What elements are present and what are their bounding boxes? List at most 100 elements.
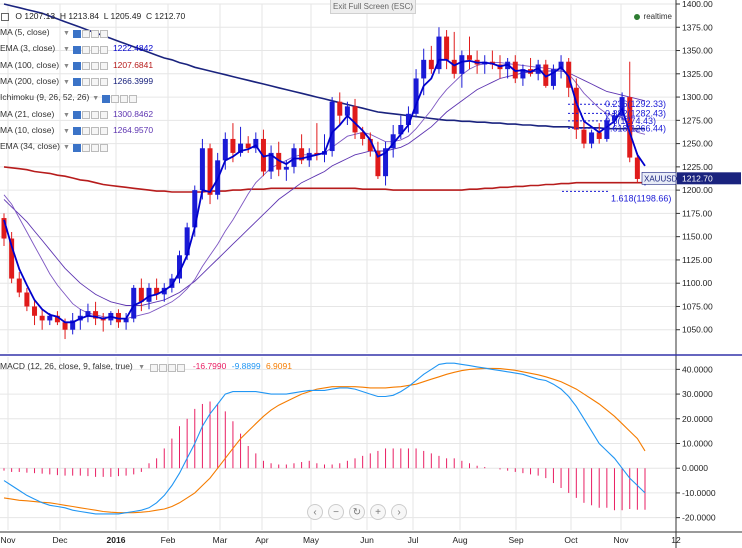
candle-body: [466, 55, 472, 60]
indicator-buttons[interactable]: [72, 59, 109, 71]
candle-body: [230, 138, 236, 153]
add-icon[interactable]: [90, 127, 99, 136]
eye-icon[interactable]: [81, 78, 90, 87]
indicator-buttons[interactable]: [72, 27, 109, 39]
reset-view-button[interactable]: ↻: [349, 504, 365, 520]
eye-icon[interactable]: [81, 45, 90, 54]
zoom-out-button[interactable]: −: [328, 504, 344, 520]
settings-icon[interactable]: [72, 62, 81, 71]
close-icon[interactable]: [99, 45, 108, 54]
add-icon[interactable]: [168, 363, 177, 372]
x-tick-label: 12: [671, 535, 681, 545]
candle-body: [436, 36, 442, 70]
settings-icon[interactable]: [72, 143, 81, 152]
close-icon[interactable]: [99, 62, 108, 71]
indicator-buttons[interactable]: [102, 92, 138, 104]
macd-y-tick-label: 40.0000: [682, 364, 713, 374]
settings-icon[interactable]: [72, 127, 81, 136]
close-icon[interactable]: [177, 363, 186, 372]
eye-icon[interactable]: [111, 94, 120, 103]
x-tick-label: Jun: [360, 535, 374, 545]
settings-icon[interactable]: [102, 94, 111, 103]
indicator-value: 1264.9570: [112, 124, 154, 135]
candle-body: [314, 152, 320, 155]
add-icon[interactable]: [90, 29, 99, 38]
indicator-legend-row: EMA (3, close) ▼ 1222.4842: [0, 42, 153, 54]
add-icon[interactable]: [90, 78, 99, 87]
settings-icon[interactable]: [72, 111, 81, 119]
dropdown-arrow-icon[interactable]: ▼: [63, 78, 70, 86]
scroll-left-button[interactable]: ‹: [307, 504, 323, 520]
settings-icon[interactable]: [72, 78, 81, 87]
candle-body: [367, 138, 373, 152]
zoom-in-button[interactable]: +: [370, 504, 386, 520]
macd-y-tick-label: 10.0000: [682, 439, 713, 449]
dropdown-arrow-icon[interactable]: ▼: [63, 30, 70, 37]
dropdown-arrow-icon[interactable]: ▼: [63, 62, 70, 70]
close-icon[interactable]: [99, 78, 108, 87]
y-tick-label: 1150.00: [682, 232, 712, 242]
settings-icon[interactable]: [150, 363, 159, 372]
add-icon[interactable]: [90, 143, 99, 152]
fib-label: 0.618(1266.44): [605, 123, 666, 133]
indicator-legend-row: MA (21, close) ▼ 1300.8462: [0, 108, 153, 120]
dropdown-arrow-icon[interactable]: ▼: [63, 111, 70, 119]
eye-icon[interactable]: [81, 29, 90, 38]
add-icon[interactable]: [90, 111, 99, 119]
symbol-label: XAUUSD: [644, 174, 678, 183]
macd-signal-value: 6.9091: [265, 361, 292, 371]
close-icon[interactable]: [99, 143, 108, 152]
scroll-right-button[interactable]: ›: [391, 504, 407, 520]
ohlc-legend: O 1207.13 H 1213.84 L 1205.49 C 1212.70: [0, 11, 185, 21]
candle-body: [207, 148, 213, 195]
y-tick-label: 1400.00: [682, 0, 713, 9]
dropdown-arrow-icon[interactable]: ▼: [63, 127, 70, 135]
indicator-buttons[interactable]: [72, 108, 109, 120]
indicator-buttons[interactable]: [72, 141, 109, 153]
eye-icon[interactable]: [81, 143, 90, 152]
close-icon[interactable]: [99, 29, 108, 38]
eye-icon[interactable]: [81, 111, 90, 119]
candle-body: [32, 306, 38, 316]
eye-icon[interactable]: [159, 363, 168, 372]
fib-label: 0.5(1274.43): [605, 116, 656, 126]
eye-icon[interactable]: [81, 62, 90, 71]
settings-icon[interactable]: [72, 45, 81, 54]
collapse-legend-icon[interactable]: [1, 12, 9, 21]
close-icon[interactable]: [129, 94, 138, 103]
settings-icon[interactable]: [72, 29, 81, 38]
dropdown-arrow-icon[interactable]: ▼: [63, 144, 70, 152]
y-tick-label: 1275.00: [682, 115, 713, 125]
dropdown-arrow-icon[interactable]: ▼: [63, 46, 70, 54]
candle-body: [581, 129, 587, 144]
macd-indicator-buttons[interactable]: [150, 362, 186, 372]
eye-icon[interactable]: [81, 127, 90, 136]
candle-body: [123, 318, 129, 323]
y-tick-label: 1300.00: [682, 92, 713, 102]
macd-y-tick-label: 20.0000: [682, 414, 713, 424]
x-tick-label: Dec: [52, 535, 68, 545]
macd-histogram: [3, 401, 646, 511]
dropdown-arrow-icon[interactable]: ▼: [92, 95, 100, 103]
add-icon[interactable]: [90, 45, 99, 54]
dropdown-arrow-icon[interactable]: ▼: [138, 364, 146, 371]
indicator-name: MA (21, close): [0, 108, 55, 119]
close-icon[interactable]: [99, 127, 108, 136]
indicator-buttons[interactable]: [72, 125, 109, 137]
x-tick-label: May: [303, 535, 320, 545]
exit-fullscreen-button[interactable]: Exit Full Screen (ESC): [330, 0, 416, 14]
candle-body: [405, 113, 411, 125]
add-icon[interactable]: [90, 62, 99, 71]
candle-body: [70, 320, 76, 330]
ema3-line: [3, 58, 646, 324]
candle-body: [222, 138, 228, 161]
indicator-buttons[interactable]: [72, 43, 109, 55]
indicator-value: 1222.4842: [112, 43, 154, 54]
candle-body: [611, 115, 617, 121]
add-icon[interactable]: [120, 94, 129, 103]
x-tick-label: Jul: [408, 535, 419, 545]
indicator-buttons[interactable]: [72, 76, 109, 88]
candle-body: [627, 97, 633, 158]
close-icon[interactable]: [99, 111, 108, 119]
